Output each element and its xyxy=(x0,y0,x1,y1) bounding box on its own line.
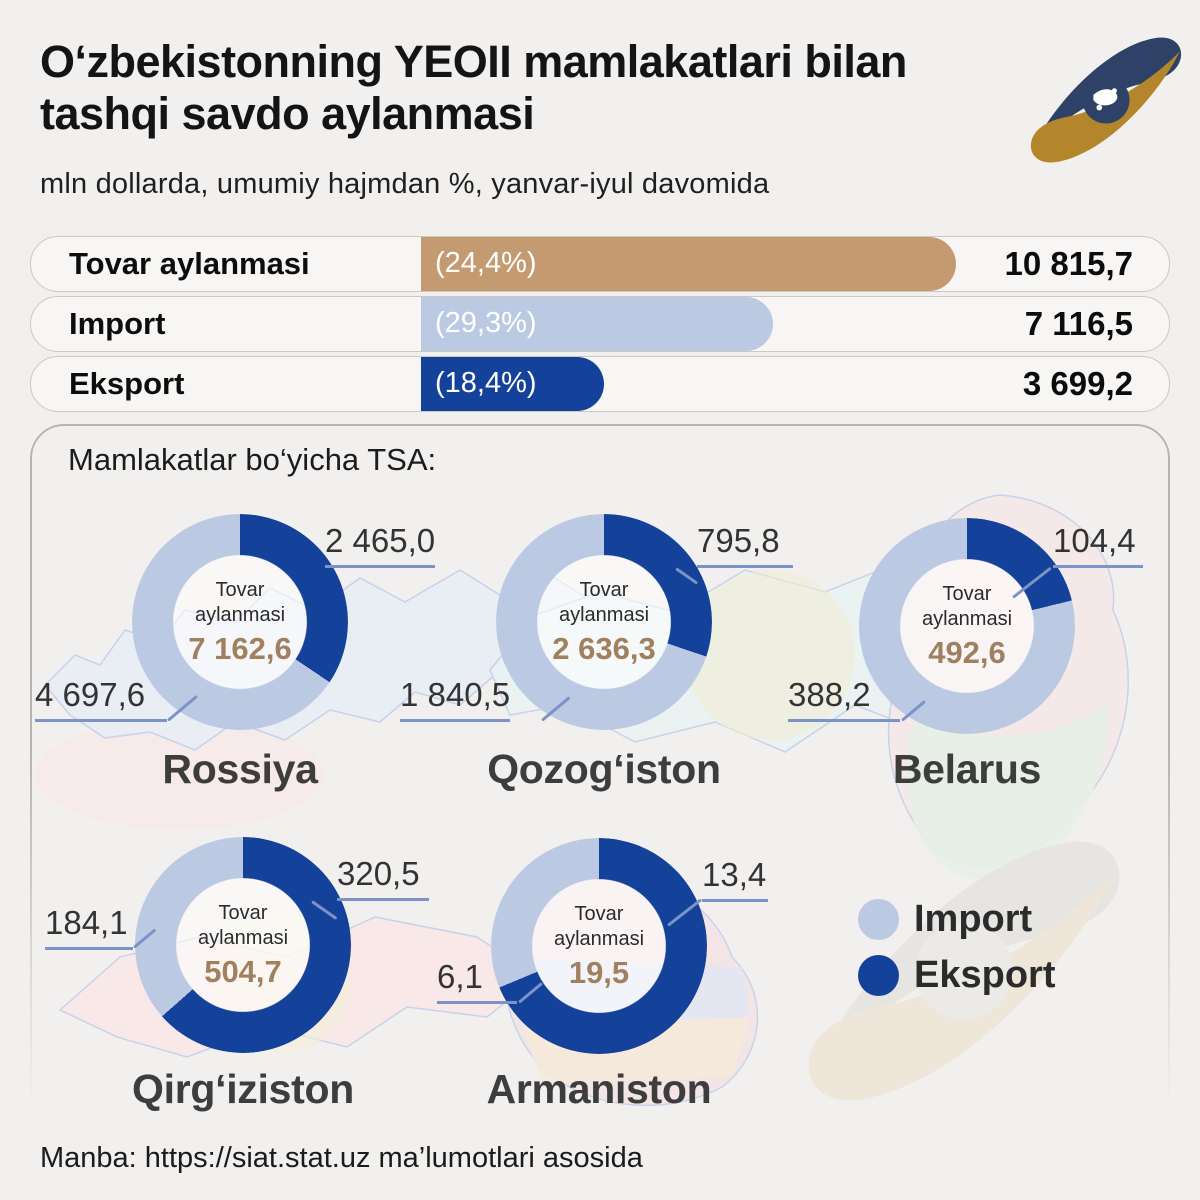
qirgiziston-country-name: Qirg‘iziston xyxy=(132,1066,354,1112)
turnover-label: Tovar aylanmasi xyxy=(69,246,310,281)
import-bar xyxy=(421,297,774,351)
legend-import-label: Import xyxy=(914,898,1033,940)
qozogiston-country-name: Qozog‘iston xyxy=(487,746,721,792)
belarus-donut-chart xyxy=(859,518,1075,734)
armaniston-country-name: Armaniston xyxy=(486,1066,712,1112)
armaniston-donut-chart xyxy=(491,838,707,1054)
eksport-dot-icon xyxy=(858,955,899,996)
countries-panel-title: Mamlakatlar bo‘yicha TSA: xyxy=(68,442,437,477)
bar-row-import: Import (29,3%) 7 116,5 xyxy=(30,296,1170,352)
legend: Import Eksport xyxy=(858,898,1055,1010)
eksport-label: Eksport xyxy=(69,366,185,401)
armaniston-eksport-callout: 13,4 xyxy=(702,856,768,902)
belarus-import-callout: 388,2 xyxy=(788,676,900,722)
belarus-eksport-callout: 104,4 xyxy=(1053,522,1143,568)
rossiya-country-name: Rossiya xyxy=(162,746,318,792)
turnover-percent: (24,4%) xyxy=(435,247,537,279)
source-note: Manba: https://siat.stat.uz ma’lumotlari… xyxy=(40,1142,643,1174)
eaeu-logo-icon xyxy=(1030,37,1182,163)
bar-row-turnover: Tovar aylanmasi (24,4%) 10 815,7 xyxy=(30,236,1170,292)
turnover-value: 10 815,7 xyxy=(1004,245,1133,282)
qozogiston-eksport-callout: 795,8 xyxy=(697,522,793,568)
bar-row-eksport: Eksport (18,4%) 3 699,2 xyxy=(30,356,1170,412)
page-subtitle: mln dollarda, umumiy hajmdan %, yanvar-i… xyxy=(40,168,770,200)
legend-eksport-label: Eksport xyxy=(914,954,1056,996)
page-title: O‘zbekistonning YEOII mamlakatlari bilan… xyxy=(40,36,907,140)
rossiya-import-callout: 4 697,6 xyxy=(35,676,167,722)
eksport-percent: (18,4%) xyxy=(435,367,537,399)
eksport-bar xyxy=(421,357,604,411)
legend-item-eksport: Eksport xyxy=(858,954,1055,997)
qirgiziston-eksport-callout: 320,5 xyxy=(337,855,429,901)
armaniston-import-callout: 6,1 xyxy=(437,958,517,1004)
import-label: Import xyxy=(69,306,166,341)
import-dot-icon xyxy=(858,899,899,940)
legend-item-import: Import xyxy=(858,898,1055,941)
qozogiston-import-callout: 1 840,5 xyxy=(400,676,511,722)
qozogiston-donut-chart xyxy=(496,514,712,730)
eksport-value: 3 699,2 xyxy=(1022,365,1133,402)
belarus-country-name: Belarus xyxy=(892,746,1042,792)
rossiya-donut-chart xyxy=(132,514,348,730)
eaeu-logo-watermark-icon xyxy=(808,841,1120,1101)
qirgiziston-import-callout: 184,1 xyxy=(45,904,133,950)
qirgiziston-donut-chart xyxy=(135,837,351,1053)
rossiya-eksport-callout: 2 465,0 xyxy=(325,522,436,568)
import-value: 7 116,5 xyxy=(1024,305,1133,342)
import-percent: (29,3%) xyxy=(435,307,537,339)
turnover-bar xyxy=(421,237,956,291)
